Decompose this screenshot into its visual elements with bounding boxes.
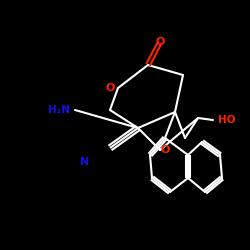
Text: O: O bbox=[155, 37, 165, 47]
Text: O: O bbox=[105, 83, 115, 93]
Text: H₂N: H₂N bbox=[48, 105, 70, 115]
Text: N: N bbox=[80, 157, 90, 167]
Text: O: O bbox=[160, 145, 170, 155]
Text: HO: HO bbox=[218, 115, 236, 125]
